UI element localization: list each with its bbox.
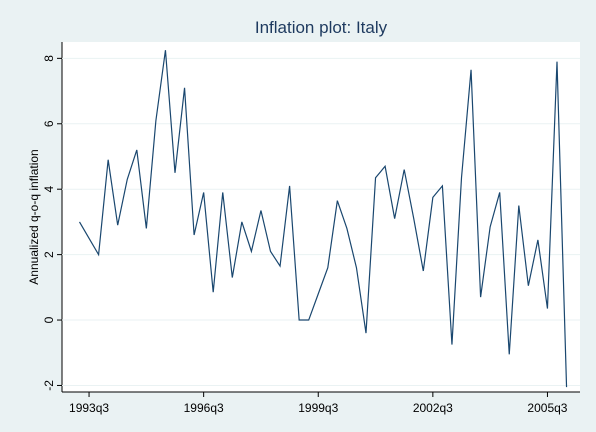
- x-tick-label: 2005q3: [527, 401, 567, 415]
- y-axis-label: Annualized q-o-q inflation: [27, 149, 41, 284]
- data-line: [78, 50, 568, 388]
- y-tick-label: 8: [42, 55, 56, 62]
- chart-title: Inflation plot: Italy: [255, 18, 388, 37]
- y-tick-label: 0: [42, 316, 56, 323]
- plot-area: [62, 42, 580, 392]
- y-tick-label: -2: [42, 380, 56, 391]
- x-tick-label: 1996q3: [184, 401, 224, 415]
- y-tick-label: 6: [42, 120, 56, 127]
- x-tick-label: 1999q3: [298, 401, 338, 415]
- x-tick-label: 2002q3: [413, 401, 453, 415]
- x-tick-label: 1993q3: [69, 401, 109, 415]
- y-tick-label: 4: [42, 186, 56, 193]
- y-tick-label: 2: [42, 251, 56, 258]
